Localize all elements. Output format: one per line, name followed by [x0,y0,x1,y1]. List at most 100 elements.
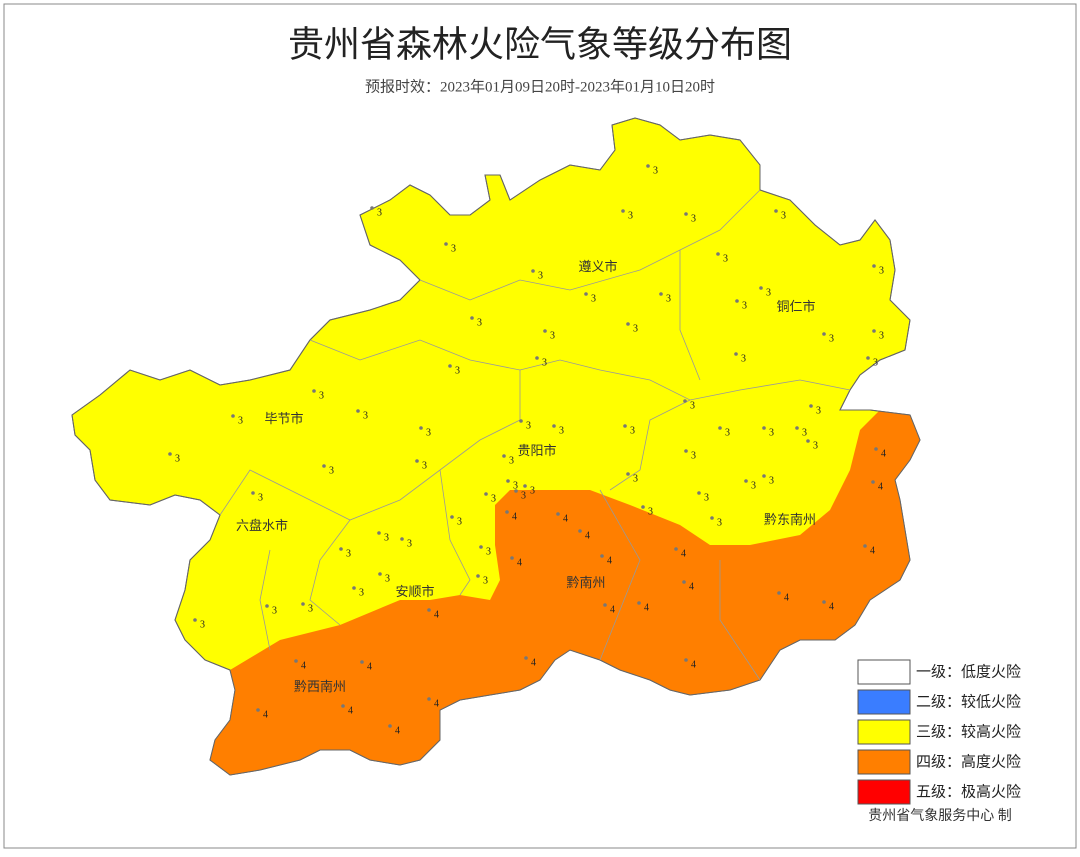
station-dot [777,591,781,595]
station-dot [762,474,766,478]
station-level: 3 [666,293,671,304]
station-dot [863,544,867,548]
station-dot [684,212,688,216]
station-level: 3 [802,427,807,438]
prefecture-border [309,339,851,401]
station-level: 4 [563,513,568,524]
prefecture-border [219,370,521,521]
station-level: 3 [741,353,746,364]
station-dot [322,464,326,468]
station-level: 3 [238,415,243,426]
station-dot [519,419,523,423]
station-dot [531,269,535,273]
station-level: 3 [690,400,695,411]
credit: 贵州省气象服务中心 制 [868,808,1012,824]
station-dot [479,545,483,549]
station-dot [193,618,197,622]
station-level: 3 [816,405,821,416]
station-level: 3 [769,475,774,486]
station-level: 3 [879,265,884,276]
station-dot [360,660,364,664]
station-level: 3 [346,548,351,559]
station-level: 3 [451,243,456,254]
station-dot [552,424,556,428]
station-level: 4 [395,725,400,736]
station-dot [659,292,663,296]
station-dot [388,724,392,728]
station-level: 4 [829,601,834,612]
station-dot [231,414,235,418]
station-level: 3 [526,420,531,431]
station-level: 3 [781,210,786,221]
station-dot [735,299,739,303]
prefecture-border [609,399,691,491]
station-level: 4 [517,557,522,568]
prefecture-border [309,519,351,626]
station-dot [476,574,480,578]
station-dot [683,399,687,403]
station-dot [378,572,382,576]
station-level: 4 [434,698,439,709]
station-dot [506,479,510,483]
station-level: 4 [689,581,694,592]
station-level: 3 [717,517,722,528]
station-level: 3 [742,300,747,311]
station-level: 3 [491,493,496,504]
station-level: 3 [308,603,313,614]
station-dot [674,547,678,551]
province-outline [71,117,921,776]
station-dot [341,704,345,708]
station-level: 3 [486,546,491,557]
legend-label: 四级：高度火险 [916,753,1021,770]
station-dot [682,580,686,584]
city-label: 铜仁市 [776,299,815,314]
station-dot [510,556,514,560]
station-level: 3 [550,330,555,341]
station-level: 4 [348,705,353,716]
station-level: 3 [407,538,412,549]
station-dot [419,426,423,430]
station-level: 3 [319,390,324,401]
station-dot [806,439,810,443]
station-dot [872,329,876,333]
station-dot [505,510,509,514]
station-dot [626,472,630,476]
prefecture-border [419,189,761,301]
legend-label: 三级：较高火险 [916,722,1021,740]
title: 贵州省森林火险气象等级分布图 [288,24,792,64]
station-level: 3 [628,210,633,221]
prefecture-border [599,489,641,661]
city-label: 毕节市 [264,411,303,426]
prefecture-border [679,250,701,381]
legend-label: 五级：极高火险 [916,783,1021,800]
station-dot [600,554,604,558]
city-label: 六盘水市 [236,518,288,533]
station-level: 3 [591,293,596,304]
station-level: 3 [691,450,696,461]
station-level: 3 [723,253,728,264]
station-dot [697,491,701,495]
station-dot [523,484,527,488]
station-level: 3 [769,427,774,438]
station-level: 3 [363,410,368,421]
station-level: 4 [644,602,649,613]
station-level: 4 [784,592,789,603]
station-dot [427,697,431,701]
station-level: 3 [559,425,564,436]
station-level: 3 [766,287,771,298]
station-dot [415,459,419,463]
station-level: 3 [384,532,389,543]
station-level: 3 [200,619,205,630]
station-dot [502,454,506,458]
station-dot [444,242,448,246]
station-dot [584,292,588,296]
station-dot [774,209,778,213]
station-dot [623,424,627,428]
station-level: 3 [422,460,427,471]
station-level: 3 [175,453,180,464]
station-dot [684,658,688,662]
station-level: 3 [653,165,658,176]
station-level: 3 [879,330,884,341]
subtitle: 预报时效：2023年01月09日20时-2023年01月10日20时 [365,78,715,95]
